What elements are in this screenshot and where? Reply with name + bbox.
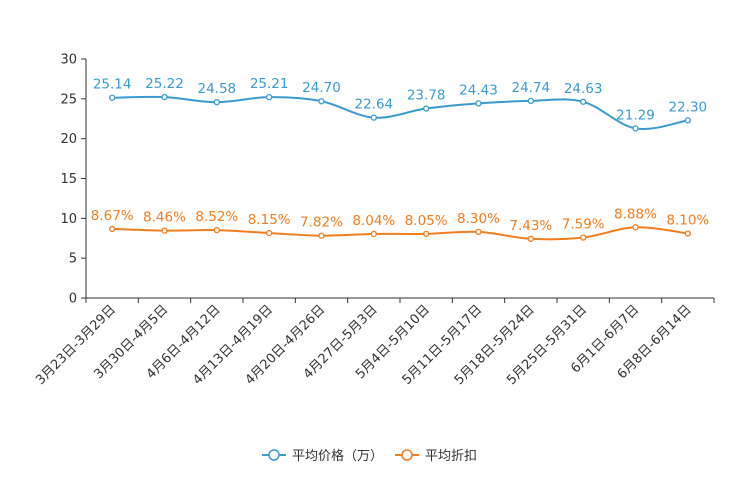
data-label: 8.05% — [405, 213, 448, 229]
data-label: 8.67% — [91, 208, 134, 224]
series-1: 25.14 25.22 24.58 25.21 24.70 22.64 23.78 24.43… — [93, 76, 708, 132]
data-point[interactable] — [580, 234, 587, 241]
y-tick-label: 0 — [69, 292, 77, 307]
data-label: 24.74 — [512, 80, 551, 96]
data-point[interactable] — [318, 232, 325, 239]
y-tick-label: 20 — [60, 132, 77, 147]
data-point[interactable] — [684, 230, 691, 237]
y-tick-label: 30 — [60, 53, 77, 68]
chart-axes — [85, 59, 714, 299]
data-point[interactable] — [266, 229, 273, 237]
data-point[interactable] — [527, 97, 534, 105]
data-label: 24.58 — [198, 81, 237, 97]
data-label: 8.88% — [614, 206, 657, 222]
data-label: 7.82% — [300, 215, 343, 231]
data-point[interactable] — [161, 93, 168, 101]
data-point[interactable] — [213, 226, 220, 234]
data-point[interactable] — [370, 114, 377, 121]
data-label: 24.43 — [459, 82, 498, 98]
data-label: 25.14 — [93, 77, 132, 93]
data-point[interactable] — [370, 230, 377, 238]
series-2: 8.67% 8.46% 8.52% 8.15% 7.82% 8.04% 8.05% 8.30%… — [91, 206, 709, 242]
data-label: 22.64 — [355, 97, 394, 113]
data-point[interactable] — [161, 227, 168, 234]
data-point[interactable] — [266, 94, 273, 101]
legend-label: 平均价格（万） — [292, 448, 383, 464]
data-point[interactable] — [213, 99, 220, 106]
data-label: 7.43% — [509, 218, 552, 234]
data-label: 24.70 — [302, 80, 341, 96]
y-tick-label: 25 — [60, 92, 77, 107]
data-point[interactable] — [632, 224, 639, 231]
x-axis-ticks: 3月23日-3月29日3月30日-4月5日4月6日-4月12日4月13日-4月1… — [33, 298, 715, 388]
data-label: 8.04% — [352, 213, 395, 229]
data-point[interactable] — [109, 225, 116, 233]
series-1-line — [112, 95, 689, 131]
legend-marker — [268, 449, 280, 461]
data-label: 8.30% — [457, 211, 500, 227]
data-label: 24.63 — [564, 81, 603, 97]
data-label: 21.29 — [616, 107, 655, 123]
data-label: 7.59% — [562, 217, 605, 233]
series-2-line — [112, 226, 688, 241]
y-axis-ticks: 0 5 10 15 20 25 30 — [60, 53, 86, 307]
series-layer: 25.14 25.22 24.58 25.21 24.70 22.64 23.78 24.43… — [91, 76, 709, 242]
legend-label: 平均折扣 — [425, 449, 477, 464]
y-tick-label: 15 — [60, 172, 77, 187]
data-point[interactable] — [423, 230, 430, 238]
data-label: 23.78 — [407, 88, 446, 104]
data-point[interactable] — [527, 235, 534, 242]
data-point[interactable] — [632, 125, 639, 132]
data-label: 8.15% — [248, 212, 291, 228]
data-point[interactable] — [580, 98, 587, 105]
data-point[interactable] — [318, 98, 325, 105]
legend-marker — [401, 449, 413, 461]
legend-item-1[interactable]: 平均价格（万） — [262, 448, 383, 464]
data-label: 25.22 — [145, 76, 184, 92]
legend-item-2[interactable]: 平均折扣 — [395, 449, 477, 464]
data-label: 8.10% — [666, 212, 709, 228]
data-label: 8.46% — [143, 210, 186, 226]
y-tick-label: 5 — [69, 252, 77, 267]
chart-legend[interactable]: 平均价格（万） 平均折扣 — [262, 448, 477, 464]
data-point[interactable] — [475, 228, 482, 236]
y-tick-label: 10 — [60, 212, 77, 227]
data-point[interactable] — [475, 100, 482, 107]
data-point[interactable] — [109, 94, 116, 101]
data-label: 22.30 — [669, 99, 708, 115]
data-point[interactable] — [684, 117, 691, 124]
data-label: 8.52% — [195, 209, 238, 225]
data-label: 25.21 — [250, 76, 289, 92]
data-point[interactable] — [423, 105, 430, 112]
